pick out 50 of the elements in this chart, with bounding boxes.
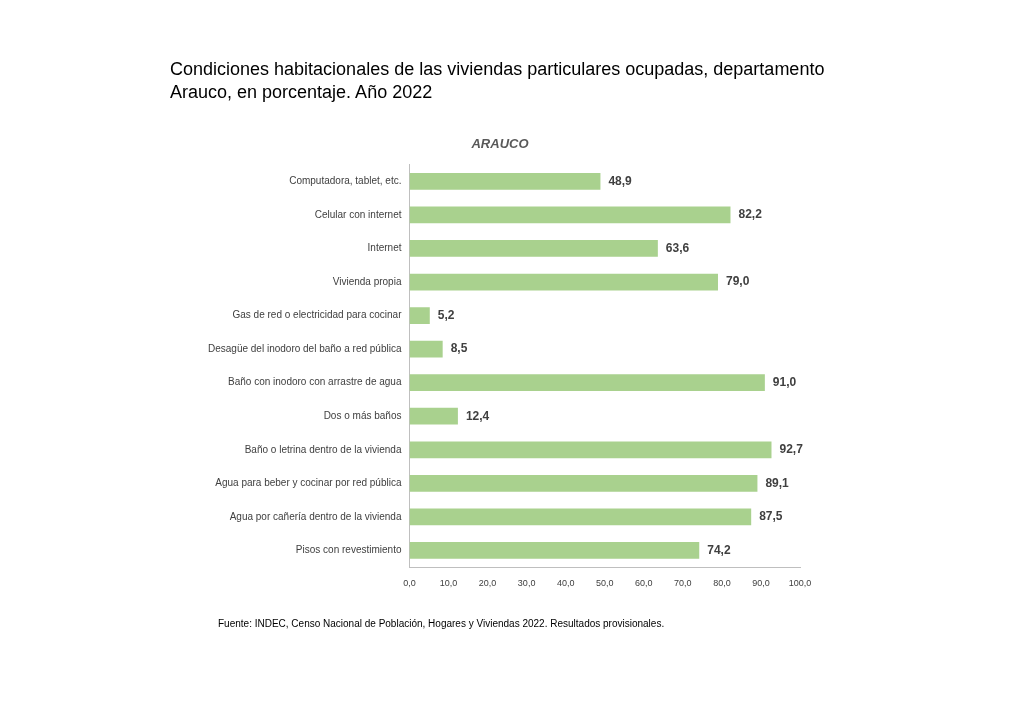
y-tick-label: Computadora, tablet, etc. (289, 175, 402, 187)
bar (409, 206, 731, 224)
chart-title: Condiciones habitacionales de las viviendas particulares ocupadas, departamento Arauco, en porcentaje. Año 2022 (170, 58, 826, 104)
data-label: 8,5 (450, 341, 468, 356)
data-label: 91,0 (772, 374, 797, 389)
bar (409, 441, 772, 459)
x-tick-label: 60,0 (635, 578, 653, 589)
x-tick-label: 10,0 (439, 578, 458, 589)
y-tick-label: Dos o más baños (323, 409, 402, 421)
x-tick-label: 90,0 (752, 578, 770, 589)
data-label: 87,5 (759, 509, 783, 524)
bar (409, 407, 458, 425)
data-label: 74,2 (707, 542, 731, 557)
data-label: 12,4 (465, 408, 490, 423)
bar (409, 240, 658, 257)
bar (409, 307, 430, 324)
y-tick-label: Desagüe del inodoro del baño a red pública (207, 342, 402, 354)
x-tick-label: 70,0 (674, 578, 692, 589)
y-tick-label: Celular con internet (314, 208, 402, 220)
x-tick-label: 50,0 (595, 578, 614, 589)
y-tick-label: Pisos con revestimiento (295, 544, 402, 556)
bar (409, 508, 752, 526)
data-label: 63,6 (665, 240, 690, 255)
bar (409, 172, 601, 190)
y-tick-label: Baño con inodoro con arrastre de agua (228, 376, 402, 388)
data-label: 5,2 (437, 307, 455, 322)
bar (409, 273, 718, 291)
x-tick-label: 30,0 (517, 578, 536, 589)
y-tick-label: Agua por cañería dentro de la vivienda (229, 510, 402, 522)
y-tick-label: Vivienda propia (332, 275, 402, 287)
y-tick-label: Agua para beber y cocinar por red pública (215, 477, 402, 489)
data-label: 48,9 (608, 173, 633, 188)
bar (409, 542, 700, 559)
bar (409, 474, 758, 492)
x-tick-label: 80,0 (713, 578, 731, 589)
data-label: 82,2 (738, 207, 763, 222)
data-label: 79,0 (725, 274, 750, 289)
y-tick-label: Gas de red o electricidad para cocinar (232, 309, 403, 321)
x-tick-label: 40,0 (556, 578, 575, 589)
x-tick-label: 0,0 (403, 578, 416, 589)
data-label: 92,7 (779, 442, 804, 457)
x-tick-label: 100,0 (788, 578, 812, 589)
data-label: 89,1 (765, 475, 790, 490)
y-tick-label: Baño o letrina dentro de la vivienda (244, 443, 402, 455)
source-note: Fuente: INDEC, Censo Nacional de Población, Hogares y Viviendas 2022. Resultados provisionales. (218, 618, 665, 629)
bar (409, 374, 765, 392)
y-tick-label: Internet (367, 242, 402, 254)
bar (409, 340, 443, 358)
chart-subtitle: ARAUCO (470, 136, 529, 152)
x-tick-label: 20,0 (478, 578, 497, 589)
